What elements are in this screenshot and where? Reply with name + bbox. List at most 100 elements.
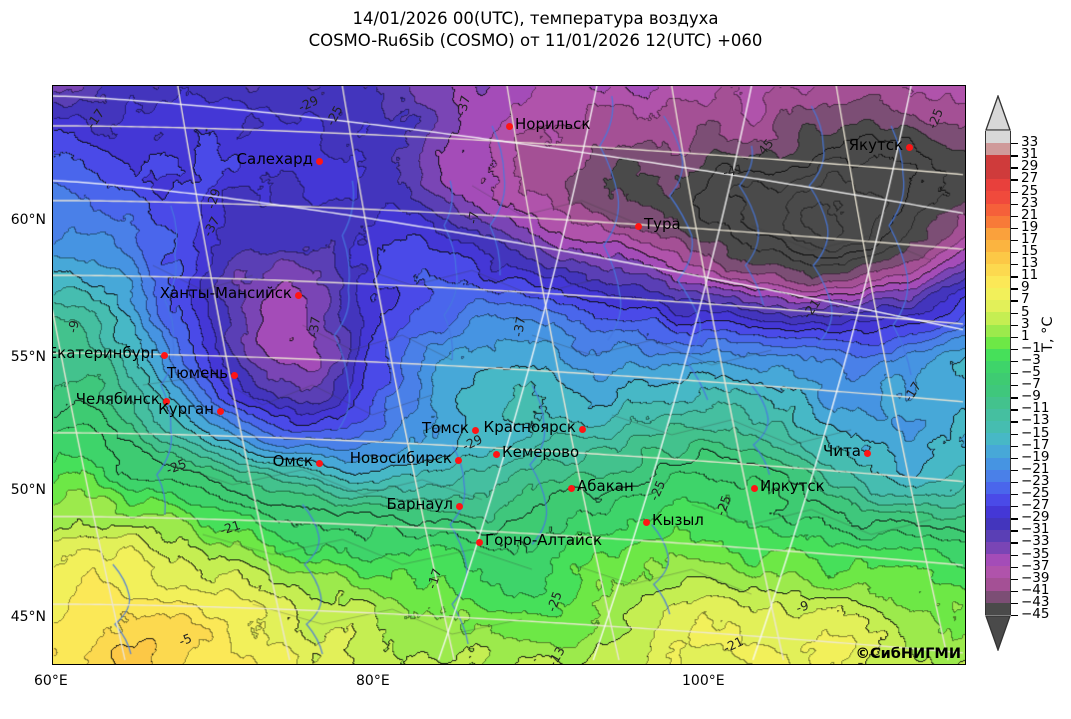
colorbar-segment: [986, 445, 1010, 458]
colorbar-tick-mark: [1011, 324, 1018, 326]
colorbar-tick-label: −39: [1021, 569, 1050, 586]
colorbar-tick-label: −19: [1021, 448, 1050, 465]
city-dot-icon: [863, 449, 871, 457]
city-dot-icon: [567, 484, 575, 492]
city-label: Ханты-Мансийск: [159, 284, 292, 302]
colorbar-tick-label: 25: [1021, 182, 1039, 199]
colorbar-segment: [986, 384, 1010, 398]
colorbar-tick-mark: [1011, 566, 1018, 568]
colorbar-tick-label: 3: [1021, 315, 1030, 332]
copyright-watermark: ©СибНИГМИ: [855, 646, 961, 662]
city-label: Якутск: [848, 136, 903, 154]
city-dot-icon: [471, 426, 479, 434]
city-dot-icon: [505, 122, 513, 130]
colorbar-tick-label: 5: [1021, 303, 1030, 320]
city-label: Томск: [422, 419, 469, 437]
colorbar-segment: [986, 288, 1010, 301]
colorbar-tick-label: 17: [1021, 230, 1039, 247]
city-label: Горно-Алтайск: [485, 531, 603, 549]
colorbar-segment: [986, 372, 1010, 385]
colorbar-tick-label: −11: [1021, 400, 1050, 417]
colorbar-tick-mark: [1011, 348, 1018, 351]
colorbar-tick-label: −37: [1021, 557, 1050, 574]
colorbar-segment: [986, 457, 1010, 470]
city-dot-icon: [162, 397, 170, 405]
colorbar-segment: [986, 312, 1010, 325]
colorbar-segment: [986, 360, 1010, 373]
colorbar-tick-mark: [1011, 590, 1018, 593]
colorbar-tick-label: 21: [1021, 206, 1039, 223]
colorbar-tick-label: 13: [1021, 255, 1039, 272]
city-dot-icon: [905, 143, 913, 151]
colorbar-tick-mark: [1011, 155, 1018, 157]
city-label: Тура: [644, 215, 681, 233]
city-label: Салехард: [236, 150, 313, 168]
colorbar-segment: [986, 191, 1010, 204]
colorbar-segment: [986, 409, 1010, 422]
temperature-map[interactable]: Норильск Салехард Тура Якутск Ханты-Мансийск…: [52, 85, 966, 665]
colorbar-tick-label: −43: [1021, 593, 1050, 610]
colorbar-segment: [986, 469, 1010, 482]
colorbar-segment: [986, 155, 1010, 168]
city-dot-icon: [642, 518, 650, 526]
lon-tick-label: 80°E: [356, 673, 390, 689]
colorbar-segment: [986, 590, 1010, 603]
colorbar-tick-mark: [1011, 373, 1018, 375]
lon-tick-label: 60°E: [34, 673, 68, 689]
colorbar-tick-mark: [1011, 578, 1018, 581]
colorbar-tick-label: −29: [1021, 509, 1050, 526]
city-label: Новосибирск: [349, 449, 452, 467]
city-label: Красноярск: [483, 418, 576, 436]
colorbar-tick-mark: [1011, 179, 1018, 181]
colorbar-tick-mark: [1011, 445, 1018, 447]
colorbar-tick-label: −9: [1021, 388, 1041, 405]
lat-tick-label: 55°N: [10, 349, 46, 365]
colorbar-tick-mark: [1011, 264, 1018, 266]
colorbar-tick-label: −5: [1021, 364, 1041, 380]
colorbar: 33 31 29 27 25 23 21 19 17 15 13 11 9 7 5 3 1 −1 −3 −5 −7 −9−…: [985, 95, 1050, 651]
city-dot-icon: [315, 459, 323, 467]
colorbar-segment: [986, 542, 1010, 555]
lat-tick-label: 50°N: [10, 482, 46, 498]
city-label: Омск: [272, 452, 313, 470]
colorbar-segment: [986, 566, 1010, 579]
colorbar-tick-mark: [1011, 239, 1018, 242]
colorbar-segment: [986, 578, 1010, 591]
city-dot-icon: [294, 291, 302, 299]
colorbar-tick-label: −33: [1021, 533, 1050, 550]
colorbar-tick-label: 29: [1021, 158, 1039, 175]
colorbar-tick-mark: [1011, 385, 1018, 387]
colorbar-tick-mark: [1011, 276, 1018, 278]
lon-tick-label: 100°E: [682, 673, 725, 689]
colorbar-segment: [986, 264, 1010, 277]
colorbar-segment: [986, 554, 1010, 567]
colorbar-segment: [986, 167, 1010, 180]
colorbar-tick-mark: [1011, 457, 1018, 460]
colorbar-tick-label: −15: [1021, 424, 1050, 441]
colorbar-tick-label: −35: [1021, 545, 1050, 562]
city-label: Екатеринбург: [52, 344, 158, 362]
city-label: Кызыл: [652, 511, 704, 529]
colorbar-tick-label: 27: [1021, 170, 1039, 187]
colorbar-segment: [986, 602, 1010, 615]
city-label: Иркутск: [760, 477, 825, 495]
colorbar-tick-label: −25: [1021, 485, 1050, 501]
colorbar-segment: [986, 518, 1010, 531]
colorbar-tick-mark: [1011, 494, 1018, 496]
colorbar-tick-label: −3: [1021, 351, 1041, 368]
city-label: Норильск: [515, 115, 591, 133]
colorbar-tick-mark: [1011, 530, 1018, 532]
colorbar-tick-label: −27: [1021, 497, 1050, 514]
colorbar-segment: [986, 397, 1010, 410]
colorbar-tick-label: −1: [1021, 339, 1041, 356]
colorbar-segment: [986, 336, 1010, 349]
title-line-1: 14/01/2026 00(UTC), температура воздуха: [352, 9, 719, 28]
colorbar-tick-mark: [1011, 203, 1018, 205]
city-dot-icon: [315, 157, 323, 165]
colorbar-segment: [986, 300, 1010, 313]
colorbar-tick-mark: [1011, 602, 1018, 605]
title-line-2: COSMO-Ru6Sib (COSMO) от 11/01/2026 12(UT…: [308, 31, 763, 50]
colorbar-tick-mark: [1011, 312, 1018, 314]
city-dot-icon: [216, 407, 224, 415]
city-dot-icon: [454, 456, 462, 464]
